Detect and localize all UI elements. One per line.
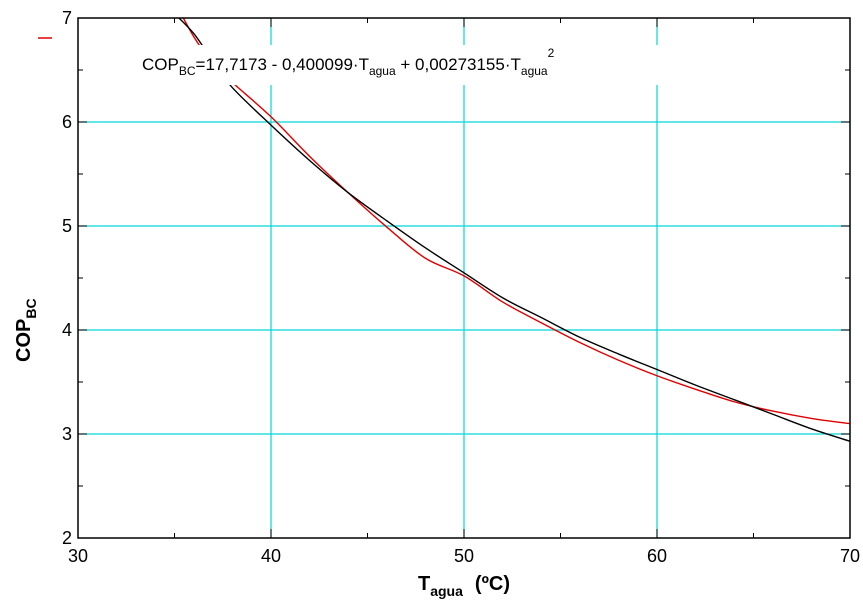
x-axis-title-unit: (ºC) [475,573,510,595]
grid-lines [78,18,850,538]
equation-part-2: =17,7173 - 0,400099·T [196,55,369,74]
y-tick-label: 6 [62,112,72,132]
y-tick-label: 2 [62,528,72,548]
x-tick-label: 50 [454,546,474,566]
equation-annotation: COPBC=17,7173 - 0,400099·Tagua + 0,00273… [140,45,660,85]
y-axis-title: COPBC [13,298,39,362]
x-tick-label: 40 [261,546,281,566]
equation-sub-3: agua [521,64,548,78]
y-tick-label: 5 [62,216,72,236]
y-axis-title-main: COP [13,319,35,362]
y-tick-label: 4 [62,320,72,340]
y-tick-label: 7 [62,8,72,28]
y-axis-title-sub: BC [23,298,39,318]
x-tick-label: 30 [68,546,88,566]
tick-marks [77,17,851,539]
tick-labels: 30 40 50 60 70 2 3 4 5 6 7 [62,8,860,566]
x-axis-title-main: T [418,573,430,595]
series-line-black [177,18,850,442]
x-axis-title: Tagua (ºC) [418,573,510,599]
equation-text: COPBC=17,7173 - 0,400099·Tagua + 0,00273… [142,46,555,78]
equation-sub-2: agua [369,64,396,78]
equation-superscript: 2 [548,46,555,60]
equation-background [140,45,660,85]
equation-part-3: + 0,00273155·T [396,55,521,74]
x-tick-label: 70 [840,546,860,566]
x-tick-label: 60 [647,546,667,566]
equation-part-1: COP [142,55,179,74]
x-axis-title-sub: agua [430,583,463,599]
y-tick-label: 3 [62,424,72,444]
equation-sub-1: BC [179,64,196,78]
